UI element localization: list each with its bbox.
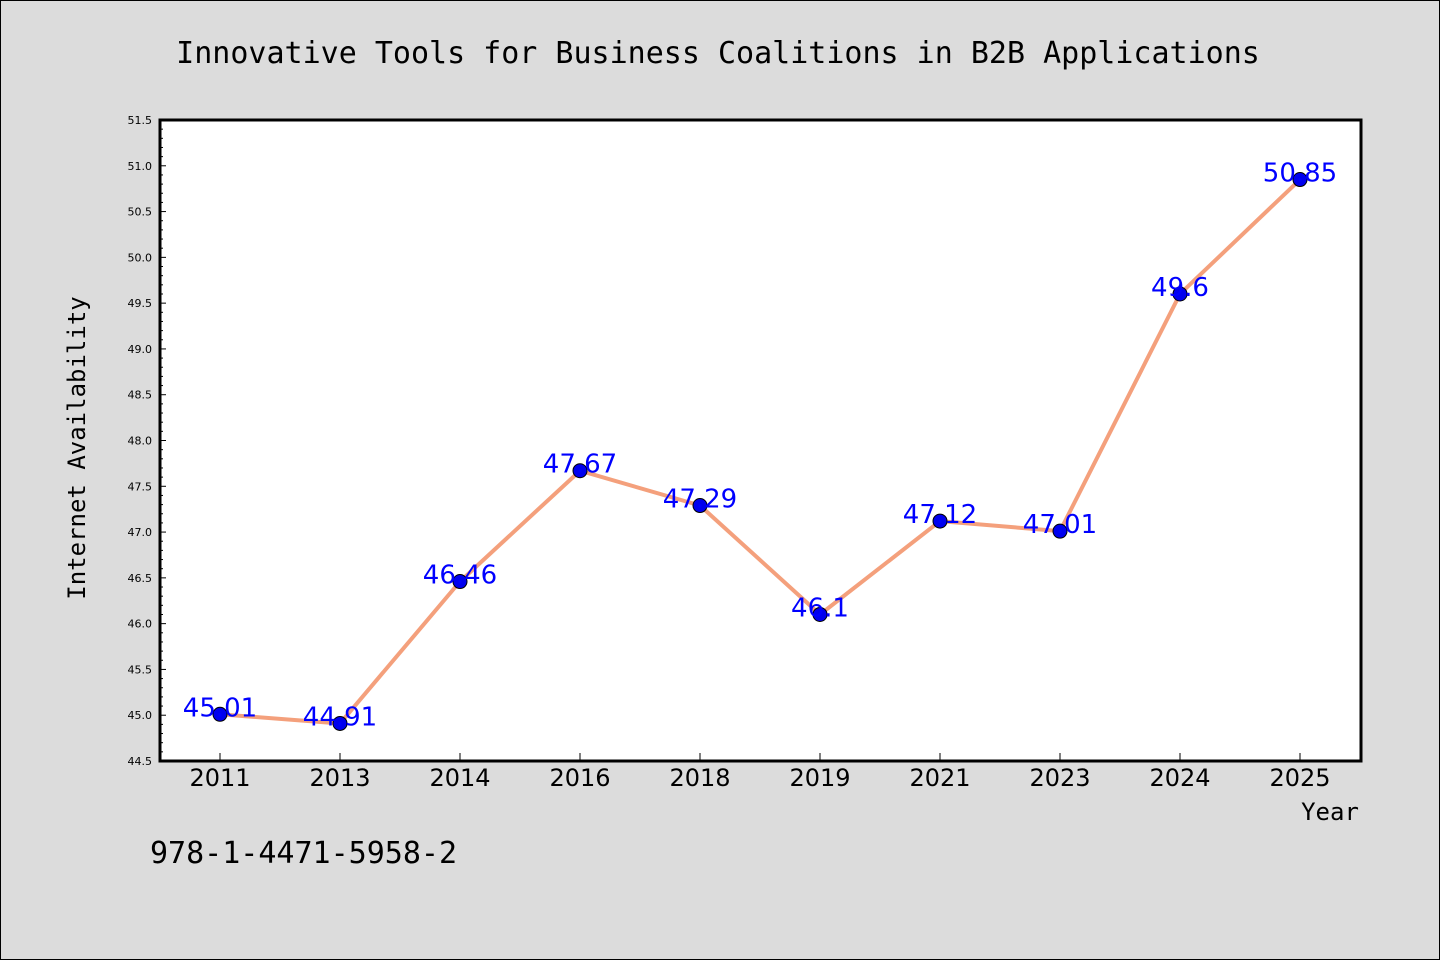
x-tick-label: 2025 [1269, 764, 1330, 792]
y-tick-label: 51.5 [128, 114, 153, 127]
series-line [219, 178, 1302, 726]
data-label: 47.01 [1023, 510, 1097, 540]
y-tick-label: 45.0 [128, 709, 153, 722]
y-tick-label: 45.5 [128, 663, 153, 676]
data-point [212, 706, 228, 722]
x-axis: 2011 2013 2014 2016 2018 2019 2021 2023 2024 2025 [189, 753, 1331, 792]
data-label: 44.91 [303, 702, 377, 732]
x-tick-label: 2023 [1029, 764, 1090, 792]
x-tick-label: 2013 [309, 764, 370, 792]
x-tick-label: 2011 [189, 764, 250, 792]
x-axis-label: Year [1301, 798, 1359, 826]
x-tick-label: 2021 [909, 764, 970, 792]
y-tick-label: 46.5 [128, 572, 153, 585]
y-tick-label: 50.5 [128, 206, 153, 219]
data-point [1052, 523, 1068, 539]
data-label: 49.6 [1151, 273, 1209, 303]
isbn-text: 978-1-4471-5958-2 [150, 836, 457, 871]
x-tick-label: 2018 [669, 764, 730, 792]
data-label: 47.67 [543, 450, 617, 480]
data-point [332, 715, 348, 731]
x-tick-label: 2024 [1149, 764, 1210, 792]
plot-area [158, 118, 1363, 763]
data-label: 50.85 [1263, 159, 1337, 189]
y-axis-label: Internet Availability [63, 296, 91, 599]
data-label: 46.1 [791, 593, 849, 623]
data-point [812, 606, 828, 622]
data-labels-layer: 45.01 44.91 46.46 47.67 47.29 46.1 47.12 47.01 4… [183, 159, 1337, 733]
y-tick-label: 48.5 [128, 389, 153, 402]
data-label: 46.46 [423, 561, 497, 591]
data-point [932, 513, 948, 529]
y-axis: 44.5 45.0 45.5 46.0 46.5 47.0 47.5 48.0 48.5 49.0… [128, 114, 166, 768]
y-tick-label: 48.0 [128, 435, 153, 448]
data-point [452, 574, 468, 590]
y-tick-label: 47.5 [128, 480, 153, 493]
data-point [1292, 172, 1308, 188]
data-label: 45.01 [183, 693, 257, 723]
y-tick-label: 51.0 [128, 160, 153, 173]
data-label: 47.12 [903, 500, 977, 530]
y-tick-label: 49.5 [128, 297, 153, 310]
data-point [572, 463, 588, 479]
y-tick-label: 46.0 [128, 618, 153, 631]
y-tick-label: 49.0 [128, 343, 153, 356]
x-tick-label: 2014 [429, 764, 490, 792]
data-point [692, 498, 708, 514]
chart-title: Innovative Tools for Business Coalitions… [176, 36, 1260, 71]
y-tick-label: 50.0 [128, 251, 153, 264]
y-tick-label: 44.5 [128, 755, 153, 768]
x-tick-label: 2016 [549, 764, 610, 792]
data-point [1172, 286, 1188, 302]
series-layer [212, 172, 1308, 731]
x-tick-label: 2019 [789, 764, 850, 792]
y-tick-label: 47.0 [128, 526, 153, 539]
data-label: 47.29 [663, 485, 737, 515]
